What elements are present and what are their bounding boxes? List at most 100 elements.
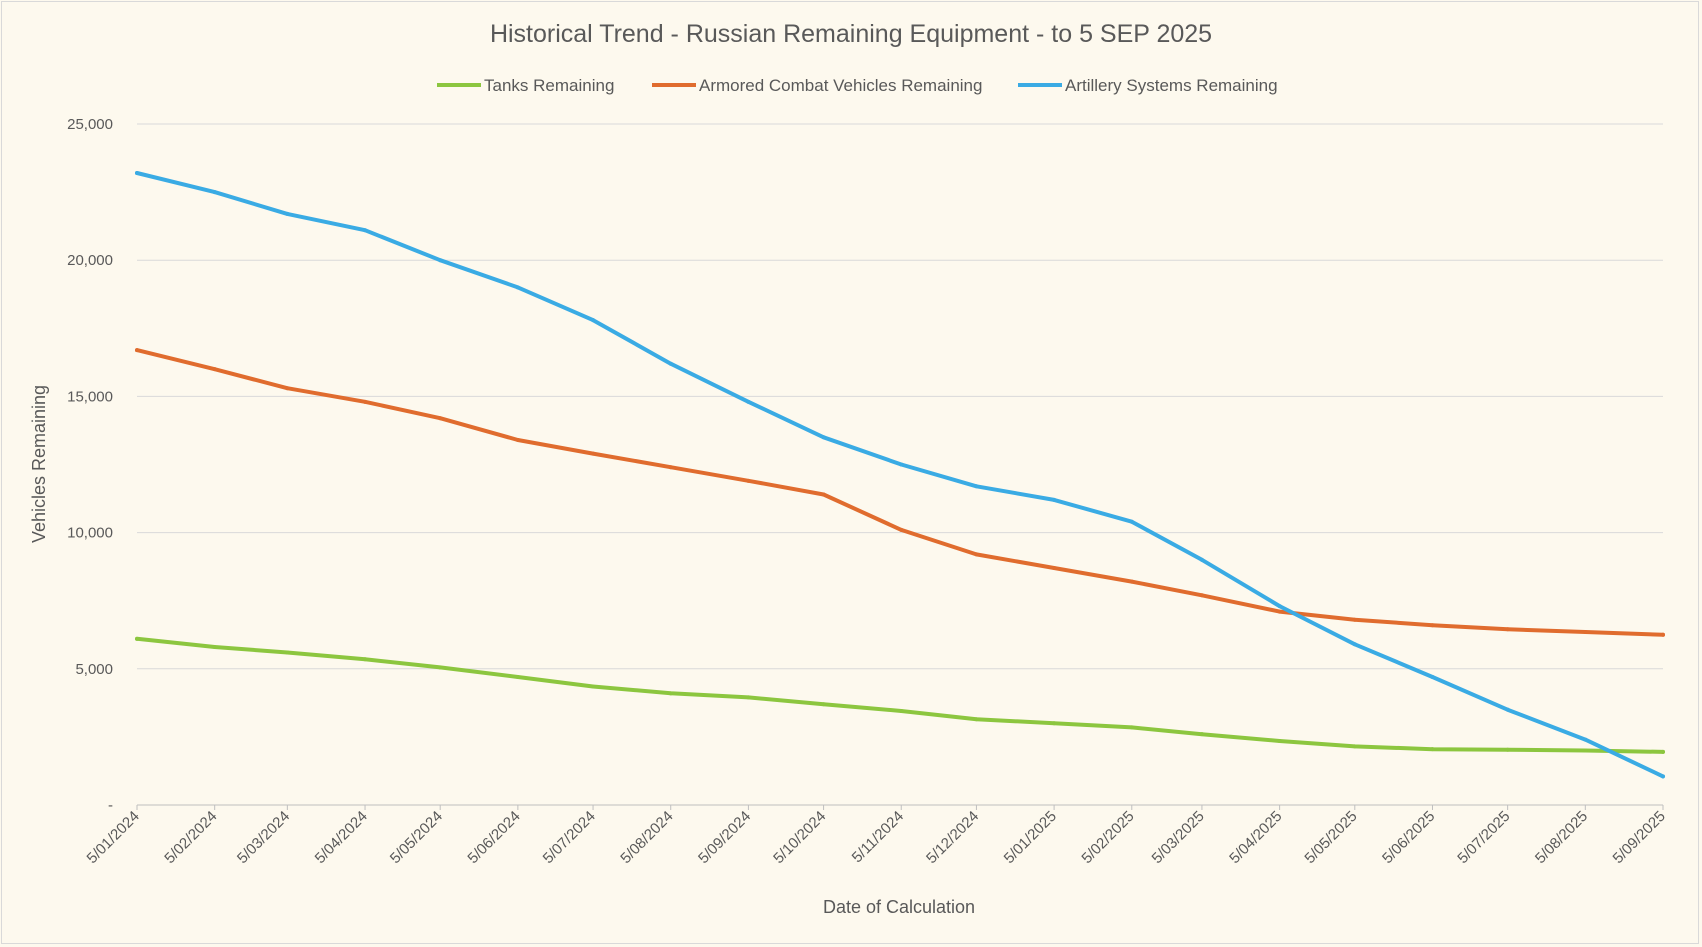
data-point (1277, 738, 1282, 743)
data-point (746, 695, 751, 700)
data-point (1661, 774, 1665, 779)
data-point (212, 645, 217, 650)
x-tick-label: 5/06/2024 (464, 808, 523, 867)
x-tick-label: 5/01/2024 (84, 808, 143, 867)
legend-label: Tanks Remaining (484, 76, 614, 95)
data-point (1277, 609, 1282, 614)
data-point (1583, 630, 1588, 635)
x-tick-label: 5/09/2025 (1610, 808, 1669, 867)
legend: Tanks Remaining Armored Combat Vehicles R… (437, 76, 1278, 95)
data-point (899, 462, 904, 467)
x-tick-label: 5/07/2025 (1454, 808, 1513, 867)
data-point (1661, 749, 1665, 754)
data-point (438, 258, 443, 263)
data-point (821, 435, 826, 440)
legend-label: Artillery Systems Remaining (1065, 76, 1278, 95)
data-point (1430, 747, 1435, 752)
x-tick-label: 5/07/2024 (540, 808, 599, 867)
data-point (591, 318, 596, 323)
data-point (1505, 627, 1510, 632)
data-point (1199, 557, 1204, 562)
data-point (135, 171, 139, 176)
data-point (974, 717, 979, 722)
data-point (135, 348, 139, 353)
data-point (1277, 604, 1282, 609)
y-tick-label: 10,000 (67, 525, 113, 542)
data-point (1352, 617, 1357, 622)
x-tick-label: 5/03/2025 (1149, 808, 1208, 867)
x-tick-label: 5/04/2024 (312, 808, 371, 867)
data-point (1505, 747, 1510, 752)
data-point (974, 484, 979, 489)
data-point (821, 492, 826, 497)
y-tick-label: - (108, 797, 113, 814)
data-point (438, 665, 443, 670)
data-point (1052, 497, 1057, 502)
legend-label: Armored Combat Vehicles Remaining (699, 76, 982, 95)
data-point (1052, 721, 1057, 726)
data-point (899, 527, 904, 532)
x-tick-label: 5/09/2024 (695, 808, 754, 867)
data-point (974, 552, 979, 557)
series-line-1 (135, 348, 1665, 637)
data-point (1129, 725, 1134, 730)
x-tick-label: 5/08/2025 (1532, 808, 1591, 867)
series-line-2 (135, 171, 1665, 779)
data-point (515, 674, 520, 679)
series-lines (135, 171, 1665, 779)
data-point (1352, 642, 1357, 647)
data-point (363, 657, 368, 662)
data-point (746, 478, 751, 483)
x-tick-label: 5/05/2024 (387, 808, 446, 867)
data-point (1583, 748, 1588, 753)
data-point (668, 465, 673, 470)
x-tick-label: 5/10/2024 (770, 808, 829, 867)
data-point (363, 228, 368, 233)
x-tick-label: 5/11/2024 (849, 808, 907, 866)
data-point (746, 399, 751, 404)
x-axis-ticks: 5/01/2024 5/02/2024 5/03/2024 5/04/2024 5/05… (84, 805, 1669, 867)
x-tick-label: 5/02/2025 (1078, 808, 1137, 867)
x-tick-label: 5/01/2025 (1001, 808, 1060, 867)
data-point (135, 636, 139, 641)
data-point (285, 386, 290, 391)
y-tick-label: 15,000 (67, 388, 113, 405)
data-point (515, 285, 520, 290)
data-point (212, 367, 217, 372)
data-point (821, 702, 826, 707)
chart-title: Historical Trend - Russian Remaining Equ… (490, 20, 1212, 48)
x-tick-label: 5/04/2025 (1226, 808, 1285, 867)
data-point (668, 361, 673, 366)
x-tick-label: 5/06/2025 (1379, 808, 1438, 867)
data-point (1352, 744, 1357, 749)
y-axis-title: Vehicles Remaining (29, 385, 49, 543)
data-point (1052, 566, 1057, 571)
data-point (1199, 593, 1204, 598)
x-tick-label: 5/05/2025 (1301, 808, 1360, 867)
data-point (1583, 737, 1588, 742)
x-tick-label: 5/02/2024 (161, 808, 220, 867)
data-point (1129, 579, 1134, 584)
data-point (285, 650, 290, 655)
data-point (212, 190, 217, 195)
gridlines (137, 123, 1663, 806)
y-tick-label: 25,000 (67, 116, 113, 133)
y-axis-ticks: - 5,000 10,000 15,000 20,000 25,000 (67, 116, 113, 814)
data-point (363, 399, 368, 404)
data-point (899, 709, 904, 714)
series-line-0 (135, 636, 1665, 754)
data-point (1661, 632, 1665, 637)
data-point (591, 684, 596, 689)
data-point (515, 437, 520, 442)
y-tick-label: 20,000 (67, 252, 113, 269)
data-point (591, 451, 596, 456)
data-point (1430, 623, 1435, 628)
data-point (1430, 674, 1435, 679)
x-tick-label: 5/12/2024 (923, 808, 982, 867)
data-point (1199, 732, 1204, 737)
data-point (285, 211, 290, 216)
y-tick-label: 5,000 (75, 661, 113, 678)
data-point (1505, 707, 1510, 712)
x-tick-label: 5/03/2024 (234, 808, 293, 867)
